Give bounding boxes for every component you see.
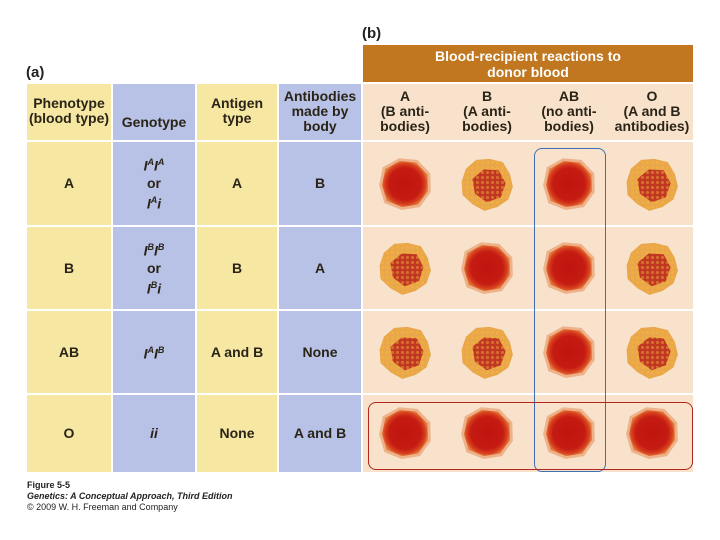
row-o-genotype: ii bbox=[150, 425, 158, 441]
clumped-cell bbox=[626, 158, 678, 211]
genotype-column-band bbox=[113, 84, 195, 472]
clumped-cell bbox=[626, 242, 678, 295]
ab-recipient-highlight bbox=[534, 148, 606, 472]
row-o-antibodies: A and B bbox=[293, 425, 347, 441]
normal-cell bbox=[461, 407, 513, 459]
copyright: © 2009 W. H. Freeman and Company bbox=[27, 502, 178, 512]
row-divider bbox=[27, 309, 693, 311]
column-header-antibodies: Antibodies made by body bbox=[283, 87, 357, 134]
recipient-header-o: O (A and B antibodies) bbox=[614, 87, 690, 134]
row-a-antigen: A bbox=[231, 175, 243, 191]
normal-cell bbox=[543, 407, 595, 459]
reactions-header: Blood-recipient reactions to donor blood bbox=[363, 45, 693, 82]
row-ab-phenotype: AB bbox=[58, 343, 80, 360]
recipient-header-a: A (B anti-bodies) bbox=[380, 87, 430, 134]
panel-label-b: (b) bbox=[362, 25, 382, 42]
header-divider bbox=[27, 140, 693, 142]
normal-cell bbox=[543, 242, 595, 294]
row-a-antibodies: B bbox=[314, 175, 326, 191]
clumped-cell bbox=[461, 326, 513, 379]
clumped-cell bbox=[461, 158, 513, 211]
normal-cell bbox=[379, 407, 431, 459]
phenotype-column-band bbox=[27, 84, 111, 472]
row-b-antigen: B bbox=[231, 259, 243, 276]
column-header-phenotype: Phenotype (blood type) bbox=[28, 95, 110, 126]
clumped-cell bbox=[626, 326, 678, 379]
row-a-genotype: IAIA or IAi bbox=[143, 157, 165, 212]
antigen-column-band bbox=[197, 84, 277, 472]
row-b-genotype: IBIB or IBi bbox=[143, 241, 165, 297]
o-donor-highlight bbox=[368, 402, 693, 470]
antibodies-column-band bbox=[279, 84, 361, 472]
row-divider bbox=[27, 225, 693, 227]
row-b-phenotype: B bbox=[63, 259, 75, 276]
row-divider bbox=[27, 393, 693, 395]
row-ab-antigen: A and B bbox=[210, 343, 264, 360]
column-header-antigen: Antigen type bbox=[210, 95, 264, 126]
book-title: Genetics: A Conceptual Approach, Third E… bbox=[27, 491, 233, 501]
recipient-header-b: B (A anti-bodies) bbox=[462, 87, 512, 134]
row-o-antigen: None bbox=[219, 425, 255, 441]
normal-cell bbox=[461, 242, 513, 294]
row-a-phenotype: A bbox=[63, 175, 75, 191]
recipient-header-ab: AB (no anti-bodies) bbox=[541, 87, 597, 134]
clumped-cell bbox=[379, 326, 431, 379]
panel-label-a: (a) bbox=[26, 64, 45, 81]
column-header-genotype: Genotype bbox=[121, 113, 187, 130]
row-o-phenotype: O bbox=[63, 425, 75, 441]
clumped-cell bbox=[379, 242, 431, 295]
row-ab-genotype: IAIB bbox=[143, 344, 165, 362]
normal-cell bbox=[543, 326, 595, 378]
row-b-antibodies: A bbox=[314, 259, 326, 276]
figure-number: Figure 5-5 bbox=[27, 480, 71, 490]
normal-cell bbox=[379, 158, 431, 210]
row-ab-antibodies: None bbox=[302, 343, 338, 360]
normal-cell bbox=[626, 407, 678, 459]
normal-cell bbox=[543, 158, 595, 210]
